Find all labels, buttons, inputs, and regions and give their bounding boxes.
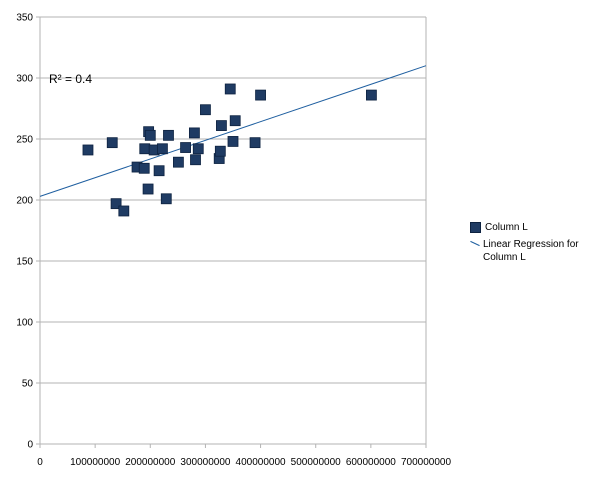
- r-squared-annotation: R² = 0.4: [49, 72, 93, 86]
- data-points: [82, 83, 377, 217]
- legend-item-series: Column L: [470, 221, 605, 234]
- data-point: [82, 144, 94, 156]
- data-point: [249, 137, 261, 149]
- legend-line-icon: [470, 238, 480, 248]
- data-point: [229, 115, 241, 127]
- data-point: [163, 129, 174, 141]
- data-point: [190, 154, 201, 166]
- y-tick-label-1: 50: [22, 379, 34, 390]
- data-point: [200, 104, 211, 116]
- data-point: [214, 145, 226, 157]
- regression-line: [39, 65, 427, 197]
- data-point: [157, 143, 168, 155]
- tick-labels: 0 50 100 150 200 250 300 350 0 100000000 200000000…: [16, 13, 451, 469]
- data-point: [192, 143, 204, 155]
- data-point: [139, 143, 151, 155]
- grid-lines: [40, 16, 426, 445]
- legend: Column L Linear Regression for Column L: [470, 221, 605, 268]
- x-tick-label-6: 600000000: [346, 457, 396, 468]
- data-point: [142, 183, 154, 195]
- x-tick-label-4: 400000000: [236, 457, 286, 468]
- y-tick-label-3: 150: [16, 257, 33, 268]
- legend-label-series: Column L: [485, 222, 528, 233]
- axes: [36, 16, 427, 448]
- legend-square-marker-icon: [470, 222, 481, 233]
- x-tick-label-0: 0: [37, 457, 43, 468]
- legend-label-regression: Linear Regression for Column L: [483, 239, 579, 263]
- data-point: [110, 198, 122, 210]
- legend-item-regression: Linear Regression for Column L: [470, 238, 605, 264]
- y-tick-label-6: 300: [16, 74, 33, 85]
- data-point: [216, 120, 227, 131]
- data-point: [173, 156, 184, 168]
- data-point: [366, 89, 377, 101]
- data-point: [224, 83, 236, 95]
- x-tick-label-3: 300000000: [180, 457, 230, 468]
- data-point: [188, 127, 200, 139]
- data-point: [118, 205, 130, 217]
- x-tick-label-2: 200000000: [125, 457, 175, 468]
- regression-line-group: [39, 65, 427, 197]
- data-point: [227, 136, 239, 147]
- data-point: [180, 142, 191, 153]
- x-tick-label-7: 700000000: [401, 457, 451, 468]
- x-tick-label-1: 100000000: [70, 457, 120, 468]
- x-tick-label-5: 500000000: [291, 457, 341, 468]
- data-point: [160, 193, 172, 205]
- data-point: [144, 129, 156, 141]
- data-point: [255, 89, 266, 101]
- y-tick-label-4: 200: [16, 196, 33, 207]
- y-tick-label-7: 350: [16, 13, 33, 24]
- data-point: [153, 165, 165, 177]
- data-point: [138, 162, 150, 174]
- y-tick-label-2: 100: [16, 318, 33, 329]
- data-point: [106, 137, 118, 149]
- y-tick-label-5: 250: [16, 135, 33, 146]
- y-tick-label-0: 0: [27, 440, 33, 451]
